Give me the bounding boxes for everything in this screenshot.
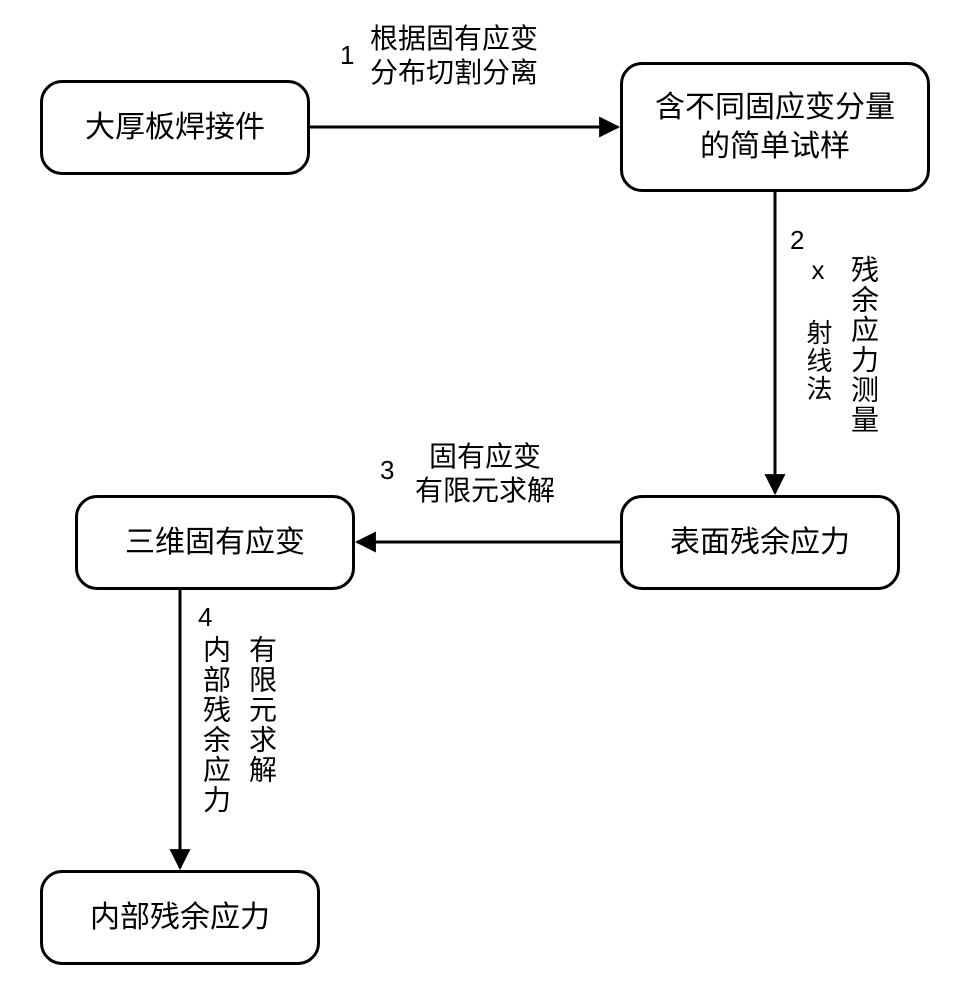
node-3d-inherent-strain: 三维固有应变 xyxy=(75,495,355,590)
edge-1-label: 根据固有应变 分布切割分离 xyxy=(370,22,538,89)
edge-3-num: 3 xyxy=(380,455,394,486)
node-simple-specimen: 含不同固应变分量 的简单试样 xyxy=(620,62,930,192)
node-label: 表面残余应力 xyxy=(670,523,850,562)
node-thick-plate-weldment: 大厚板焊接件 xyxy=(40,80,310,175)
node-surface-residual-stress: 表面残余应力 xyxy=(620,495,900,590)
node-label: 内部残余应力 xyxy=(90,898,270,937)
edge-1-num: 1 xyxy=(340,40,354,71)
node-label: 含不同固应变分量 的简单试样 xyxy=(655,88,895,166)
edge-4-label: 内部残余应力 有限元求解 xyxy=(195,635,281,815)
node-label: 大厚板焊接件 xyxy=(85,108,265,147)
node-internal-residual-stress: 内部残余应力 xyxy=(40,870,320,965)
edge-2-label: x 射线法 残余应力测量 xyxy=(800,255,883,435)
edge-3-label: 固有应变 有限元求解 xyxy=(415,440,555,507)
edge-2-num: 2 xyxy=(790,225,804,256)
node-label: 三维固有应变 xyxy=(125,523,305,562)
edge-4-num: 4 xyxy=(198,602,212,633)
